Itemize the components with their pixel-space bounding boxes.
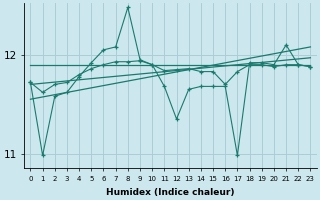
- X-axis label: Humidex (Indice chaleur): Humidex (Indice chaleur): [106, 188, 235, 197]
